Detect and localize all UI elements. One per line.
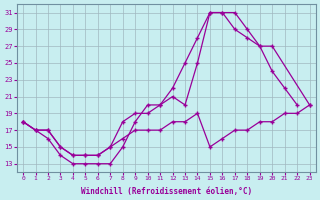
X-axis label: Windchill (Refroidissement éolien,°C): Windchill (Refroidissement éolien,°C) [81, 187, 252, 196]
